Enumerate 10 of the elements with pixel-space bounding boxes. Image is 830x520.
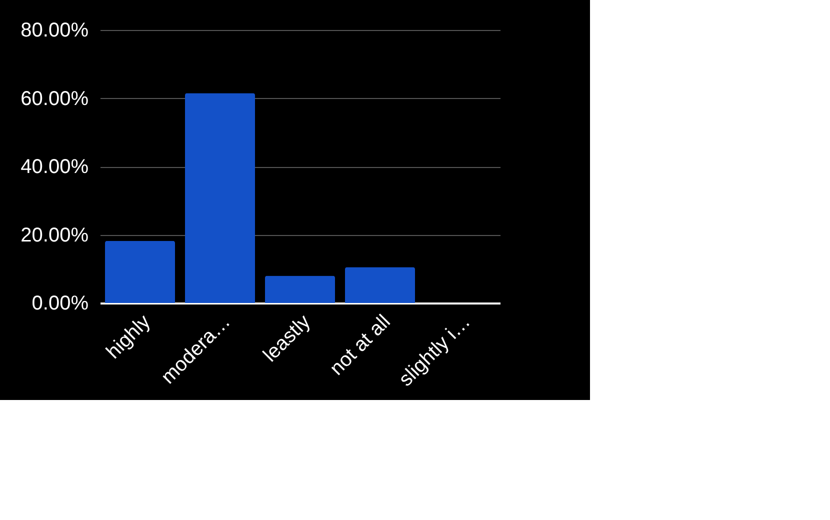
y-tick-label: 40.00% xyxy=(20,156,89,178)
y-tick-label: 80.00% xyxy=(20,20,89,42)
bar xyxy=(265,276,335,303)
bar xyxy=(185,93,255,303)
x-tick-label: not at all xyxy=(326,310,395,380)
y-tick-label: 0.00% xyxy=(32,292,89,314)
bar xyxy=(345,267,415,303)
bar xyxy=(105,240,175,303)
y-tick-label: 20.00% xyxy=(20,224,89,246)
y-tick-label: 60.00% xyxy=(20,88,89,110)
